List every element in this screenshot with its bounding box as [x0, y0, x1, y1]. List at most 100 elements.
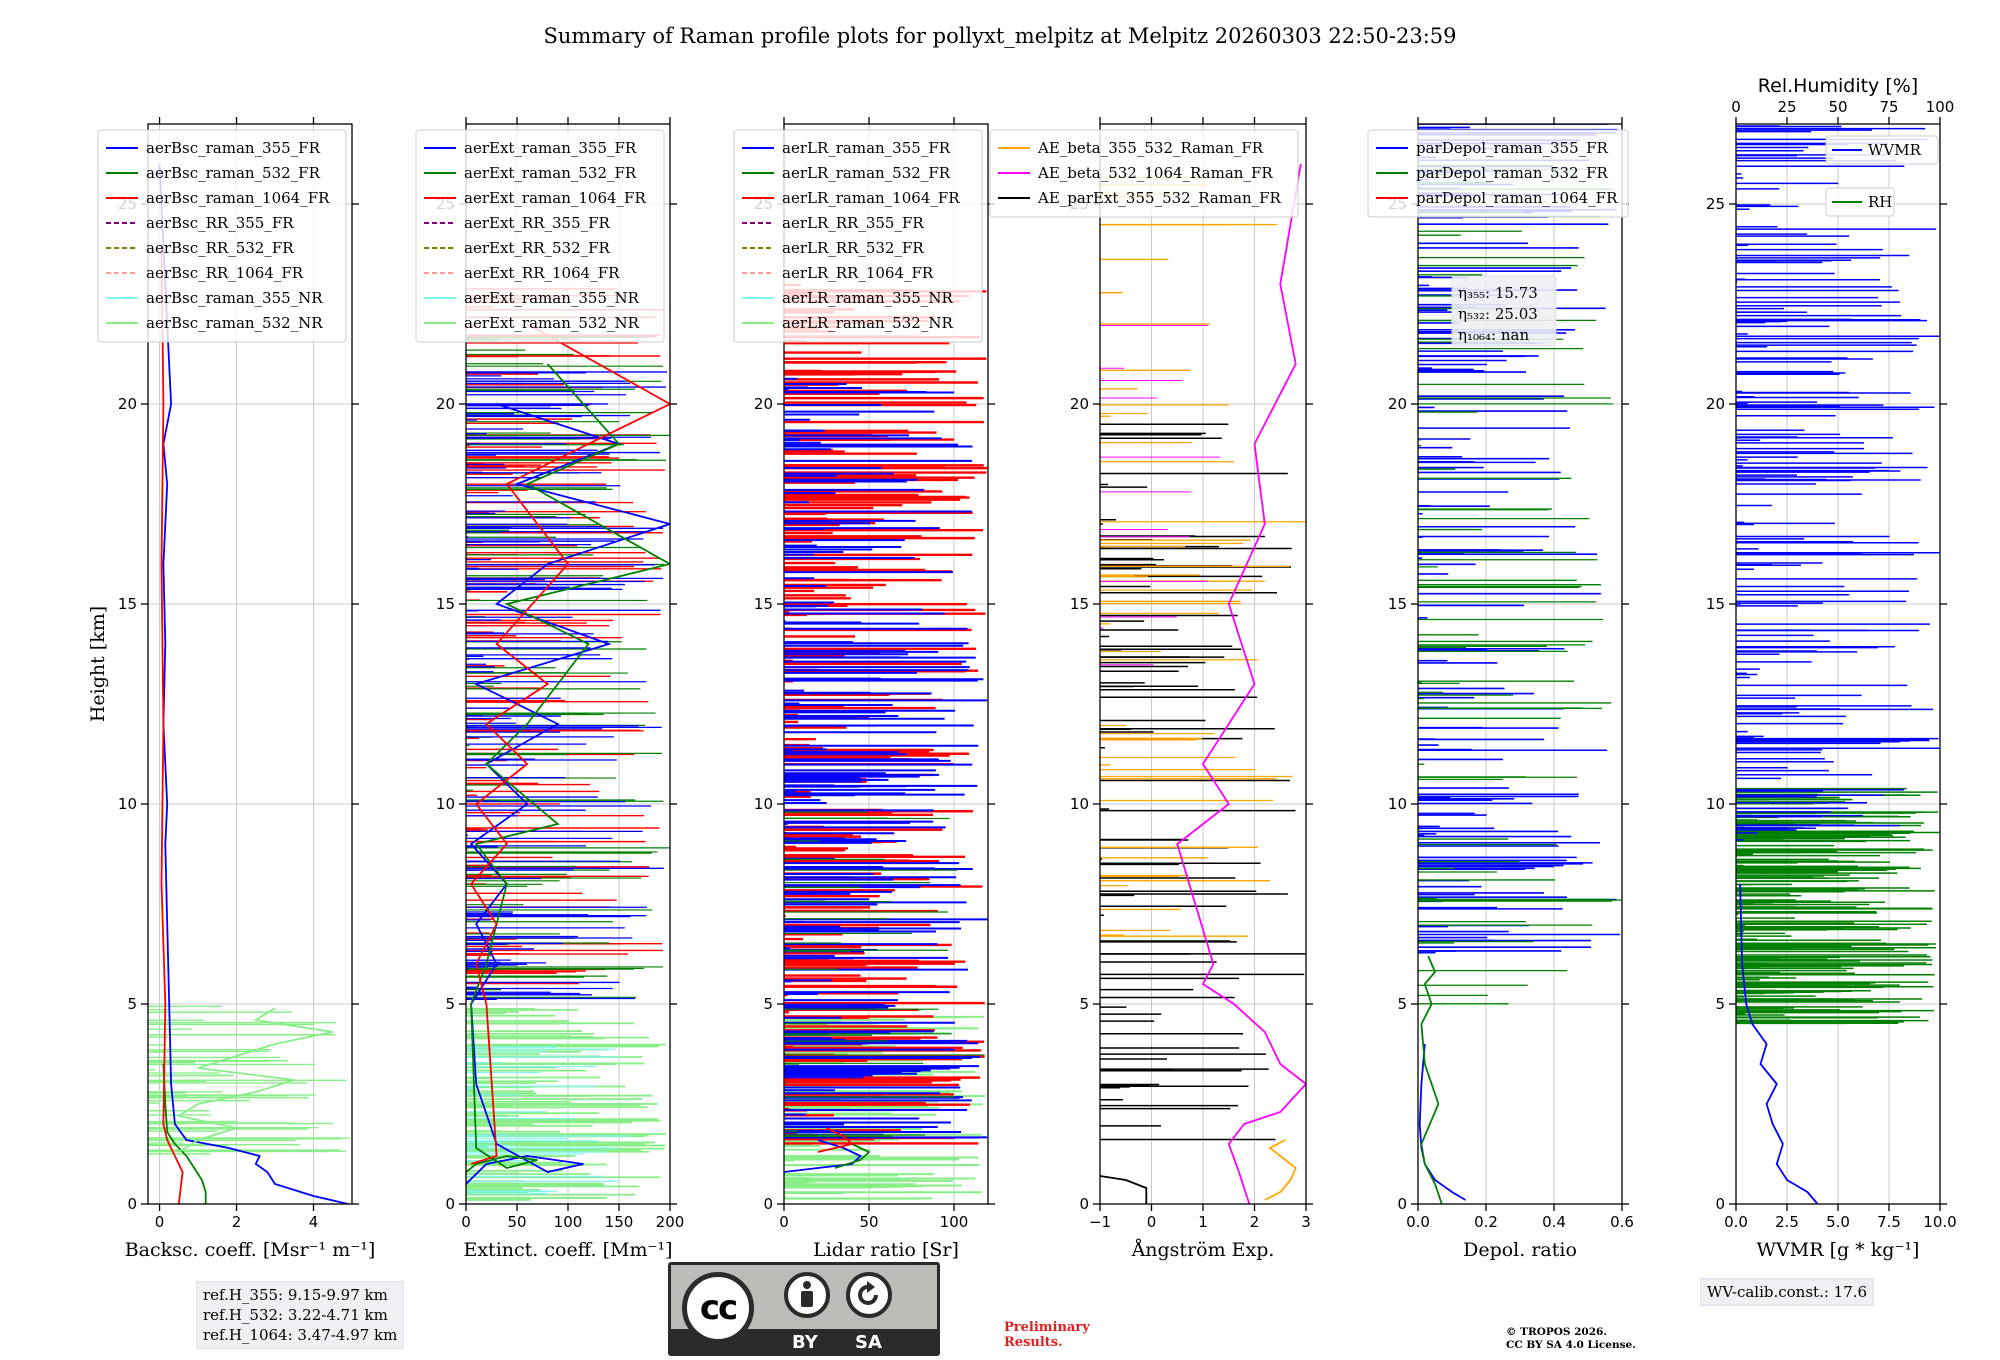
x-tick-label: 150 — [605, 1213, 634, 1231]
eta-annotation-box — [1451, 275, 1557, 347]
x-axis-label: Extinct. coeff. [Mm⁻¹] — [463, 1239, 672, 1261]
legend-label: aerLR_raman_532_FR — [782, 164, 951, 182]
x-tick-label: 1 — [1198, 1213, 1208, 1231]
plot-area-ae — [1100, 163, 1306, 1204]
legend-label: aerBsc_raman_532_NR — [146, 314, 323, 332]
axes-frame-depol — [1417, 123, 1623, 1205]
x-tick-label: 2 — [1250, 1213, 1260, 1231]
x2-tick-label: 75 — [1879, 98, 1898, 116]
panel-ae: −101230510152025Ångström Exp.AE_beta_355… — [989, 117, 1313, 1261]
wv-calib-const: WV-calib.const.: 17.6 — [1707, 1283, 1868, 1301]
series-aerExt_raman_1064_FR — [469, 323, 670, 1165]
y-tick-label: 0 — [127, 1195, 137, 1213]
attribution-icon — [784, 1272, 830, 1318]
y-tick-label: 0 — [1079, 1195, 1089, 1213]
x-tick-label: 0 — [461, 1213, 471, 1231]
y-tick-label: 5 — [1079, 995, 1089, 1013]
preliminary-notice: Preliminary Results. — [1004, 1320, 1090, 1350]
series-AE_beta_532_1064_Raman_FR — [1176, 163, 1306, 1204]
legend-box-ext — [415, 129, 665, 343]
legend-label: AE_beta_532_1064_Raman_FR — [1037, 164, 1273, 182]
x-axis-label: WVMR [g * kg⁻¹] — [1757, 1239, 1920, 1261]
series-aerLR_raman_1064_FR — [817, 1127, 854, 1153]
x-tick-label: 50 — [859, 1213, 878, 1231]
series-AE_parExt_355_532_Raman_FR — [1100, 1175, 1148, 1204]
x2-tick-label: 50 — [1828, 98, 1847, 116]
reference-height-box: ref.H_355: 9.15-9.97 km ref.H_532: 3.22-… — [196, 1281, 405, 1349]
plot-area-bsc — [148, 163, 350, 1204]
eta-annotation: η₁₀₆₄: nan — [1458, 326, 1529, 344]
panel-depol: 0.00.20.40.60510152025Depol. ratioparDep… — [1367, 117, 1634, 1261]
legend-box-lr — [733, 129, 983, 343]
refh-355: ref.H_355: 9.15-9.97 km — [203, 1286, 388, 1304]
y-tick-label: 25 — [1706, 195, 1725, 213]
cc-by-label: BY — [792, 1332, 818, 1353]
y-tick-label: 15 — [754, 595, 773, 613]
cc-license-badge[interactable]: cc BY SA — [668, 1262, 940, 1356]
y-tick-label: 5 — [1715, 995, 1725, 1013]
legend-label: aerBsc_RR_355_FR — [146, 214, 294, 232]
legend-label: aerExt_raman_355_NR — [464, 289, 640, 307]
legend-label: aerExt_RR_532_FR — [464, 239, 611, 257]
x2-axis-label: Rel.Humidity [%] — [1758, 75, 1918, 97]
wv-calib-box: WV-calib.const.: 17.6 — [1700, 1278, 1875, 1306]
series-parDepol_raman_532_FR — [1420, 955, 1443, 1204]
legend-box-depol — [1367, 129, 1629, 218]
x-axis-label: Ångström Exp. — [1131, 1239, 1275, 1261]
legend-label: aerLR_RR_532_FR — [782, 239, 924, 257]
x-tick-label: −1 — [1089, 1213, 1111, 1231]
x-tick-label: 10.0 — [1923, 1213, 1956, 1231]
panel-lr: 0501000510152025Lidar ratio [Sr]aerLR_ra… — [733, 117, 995, 1261]
legend-label: AE_parExt_355_532_Raman_FR — [1037, 189, 1282, 207]
legend-label: aerBsc_raman_355_NR — [146, 289, 323, 307]
legend-label: AE_beta_355_532_Raman_FR — [1037, 139, 1264, 157]
legend-label: aerLR_raman_1064_FR — [782, 189, 960, 207]
y-tick-label: 10 — [754, 795, 773, 813]
legend-label: aerBsc_RR_1064_FR — [146, 264, 304, 282]
x2-tick-label: 0 — [1731, 98, 1741, 116]
x-tick-label: 0.0 — [1406, 1213, 1430, 1231]
legend-label: aerExt_RR_1064_FR — [464, 264, 620, 282]
figure-title: Summary of Raman profile plots for polly… — [543, 24, 1456, 48]
eta-annotation: η₃₅₅: 15.73 — [1458, 284, 1538, 302]
y-tick-label: 10 — [1706, 795, 1725, 813]
legend-label: aerBsc_raman_532_FR — [146, 164, 321, 182]
x-tick-label: 0.0 — [1724, 1213, 1748, 1231]
y-tick-label: 5 — [1397, 995, 1407, 1013]
y-tick-label: 0 — [763, 1195, 773, 1213]
legend-label: parDepol_raman_355_FR — [1416, 139, 1609, 157]
y-tick-label: 20 — [1388, 395, 1407, 413]
y-tick-label: 10 — [118, 795, 137, 813]
panel-wv: 0.0 2.5 5.0 7.5 10.0 0 5 10 15 20 25 0 25 50 75 100 Rel.… — [1706, 75, 1957, 1261]
y-tick-label: 15 — [436, 595, 455, 613]
x-tick-label: 2 — [232, 1213, 242, 1231]
x-tick-label: 2.5 — [1775, 1213, 1799, 1231]
x-axis-label: Backsc. coeff. [Msr⁻¹ m⁻¹] — [125, 1239, 376, 1261]
y-tick-label: 10 — [1070, 795, 1089, 813]
cc-logo-text: cc — [699, 1288, 738, 1328]
legend-label: aerLR_raman_355_FR — [782, 139, 951, 157]
x-tick-label: 0 — [155, 1213, 165, 1231]
preliminary-line-1: Preliminary — [1004, 1320, 1090, 1335]
x2-tick-label: 100 — [1926, 98, 1955, 116]
x-tick-label: 0 — [779, 1213, 789, 1231]
series-aerBsc_raman_355_FR — [158, 163, 349, 1204]
axes-frame-lr — [783, 123, 989, 1205]
series-aerLR_raman_532_FR — [834, 1143, 871, 1169]
x-tick-label: 3 — [1301, 1213, 1311, 1231]
y-tick-label: 10 — [436, 795, 455, 813]
refh-532: ref.H_532: 3.22-4.71 km — [203, 1306, 388, 1324]
legend-label: aerExt_raman_355_FR — [464, 139, 637, 157]
y-axis-label: Height [km] — [87, 606, 109, 722]
y-tick-label: 20 — [436, 395, 455, 413]
x-tick-label: 4 — [309, 1213, 319, 1231]
preliminary-line-2: Results. — [1004, 1335, 1063, 1350]
legend-label: aerBsc_RR_532_FR — [146, 239, 294, 257]
legend-label: aerBsc_raman_1064_FR — [146, 189, 330, 207]
y-tick-label: 5 — [127, 995, 137, 1013]
x-tick-label: 7.5 — [1877, 1213, 1901, 1231]
legend-box-bsc — [97, 129, 347, 343]
y-tick-label: 20 — [1070, 395, 1089, 413]
legend-label: parDepol_raman_1064_FR — [1416, 189, 1618, 207]
